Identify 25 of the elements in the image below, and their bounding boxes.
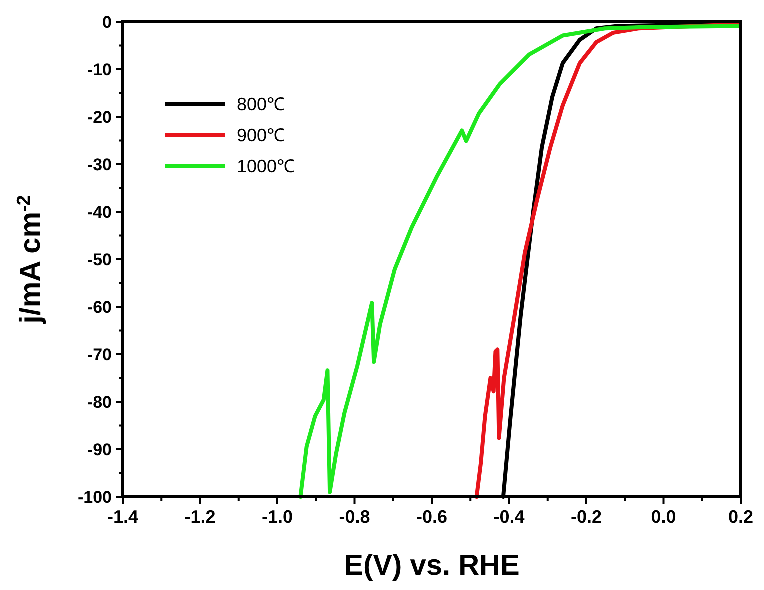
y-tick-label: -40 xyxy=(87,202,112,222)
legend-label: 800℃ xyxy=(237,94,286,114)
x-tick-label: -0.4 xyxy=(494,507,525,527)
legend-label: 900℃ xyxy=(237,125,286,146)
y-tick-label: -80 xyxy=(87,392,112,412)
x-tick-label: -0.8 xyxy=(339,507,370,527)
x-tick-label: 0.0 xyxy=(651,507,676,527)
line-series xyxy=(298,24,741,499)
x-axis-title: E(V) vs. RHE xyxy=(344,550,520,582)
x-tick-label: -1.0 xyxy=(262,507,294,527)
y-tick-label: -10 xyxy=(87,60,112,80)
y-tick-label: -70 xyxy=(87,345,112,364)
x-tick-label: -1.2 xyxy=(184,507,216,527)
y-tick-label: -50 xyxy=(87,250,112,270)
x-tick-label: 0.2 xyxy=(728,507,754,527)
y-tick-label: 0 xyxy=(102,12,112,32)
x-tick-label: -0.2 xyxy=(570,507,602,527)
legend-label: 1000℃ xyxy=(237,156,296,176)
x-tick-label: -0.6 xyxy=(416,507,448,527)
y-tick-label: -30 xyxy=(87,155,112,174)
x-tick-label: -1.4 xyxy=(107,507,139,527)
y-tick-label: -100 xyxy=(78,488,112,507)
y-tick-label: -20 xyxy=(87,108,112,127)
y-tick-label: -90 xyxy=(87,440,112,460)
y-tick-label: -60 xyxy=(87,298,112,317)
